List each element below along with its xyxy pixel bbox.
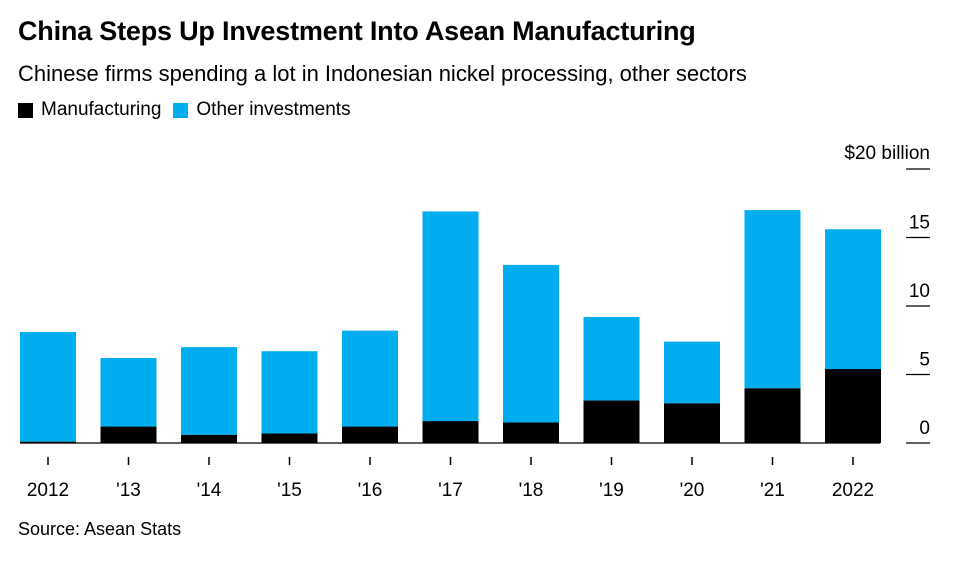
x-tick-label-2: '14 (197, 480, 222, 501)
legend-swatch-manufacturing (18, 102, 33, 118)
bar-other-investments-7 (583, 316, 640, 401)
bar-other-investments-3 (261, 351, 318, 434)
bar-other-investments-9 (744, 210, 801, 389)
legend-label-manufacturing: Manufacturing (41, 99, 162, 120)
bar-manufacturing-2 (181, 434, 237, 443)
x-tick-label-7: '19 (599, 480, 624, 501)
y-tick-label-2: 10 (909, 281, 930, 302)
x-tick-label-10: 2022 (832, 480, 874, 501)
x-tick-label-9: '21 (760, 480, 785, 501)
chart-subtitle: Chinese firms spending a lot in Indonesi… (18, 61, 747, 86)
x-tick-label-0: 2012 (27, 480, 69, 501)
bar-manufacturing-9 (744, 388, 801, 443)
x-tick-label-3: '15 (277, 480, 302, 501)
bar-other-investments-5 (422, 211, 479, 422)
legend-label-other-investments: Other investments (196, 99, 351, 120)
bar-other-investments-8 (664, 341, 720, 404)
bar-manufacturing-4 (342, 426, 398, 443)
bar-other-investments-4 (342, 330, 398, 427)
legend: Manufacturing Other investments (18, 99, 363, 121)
source-note: Source: Asean Stats (18, 519, 182, 539)
x-tick-label-8: '20 (680, 480, 705, 501)
bar-other-investments-10 (825, 229, 881, 370)
chart-title: China Steps Up Investment Into Asean Man… (18, 16, 696, 46)
y-tick-label-1: 5 (919, 350, 930, 371)
bar-manufacturing-10 (825, 369, 881, 443)
bar-manufacturing-7 (583, 400, 640, 443)
y-tick-label-0: 0 (919, 418, 930, 439)
bar-manufacturing-0 (20, 441, 76, 443)
x-tick-label-5: '17 (438, 480, 463, 501)
bar-manufacturing-8 (664, 403, 720, 443)
x-tick-label-4: '16 (358, 480, 383, 501)
legend-item-other-investments: Other investments (173, 99, 351, 121)
bar-manufacturing-5 (422, 421, 479, 443)
x-tick-label-6: '18 (519, 480, 544, 501)
bar-other-investments-2 (181, 347, 237, 435)
bar-other-investments-0 (20, 332, 76, 442)
legend-item-manufacturing: Manufacturing (18, 99, 161, 121)
legend-swatch-other-investments (173, 102, 189, 118)
bar-manufacturing-3 (261, 433, 318, 443)
bar-other-investments-6 (503, 264, 559, 423)
y-axis-unit-label: $20 billion (844, 143, 930, 164)
bar-other-investments-1 (100, 358, 157, 427)
x-tick-label-1: '13 (116, 480, 141, 501)
bar-manufacturing-6 (503, 422, 559, 443)
bar-manufacturing-1 (100, 426, 157, 443)
y-tick-label-3: 15 (909, 213, 930, 234)
